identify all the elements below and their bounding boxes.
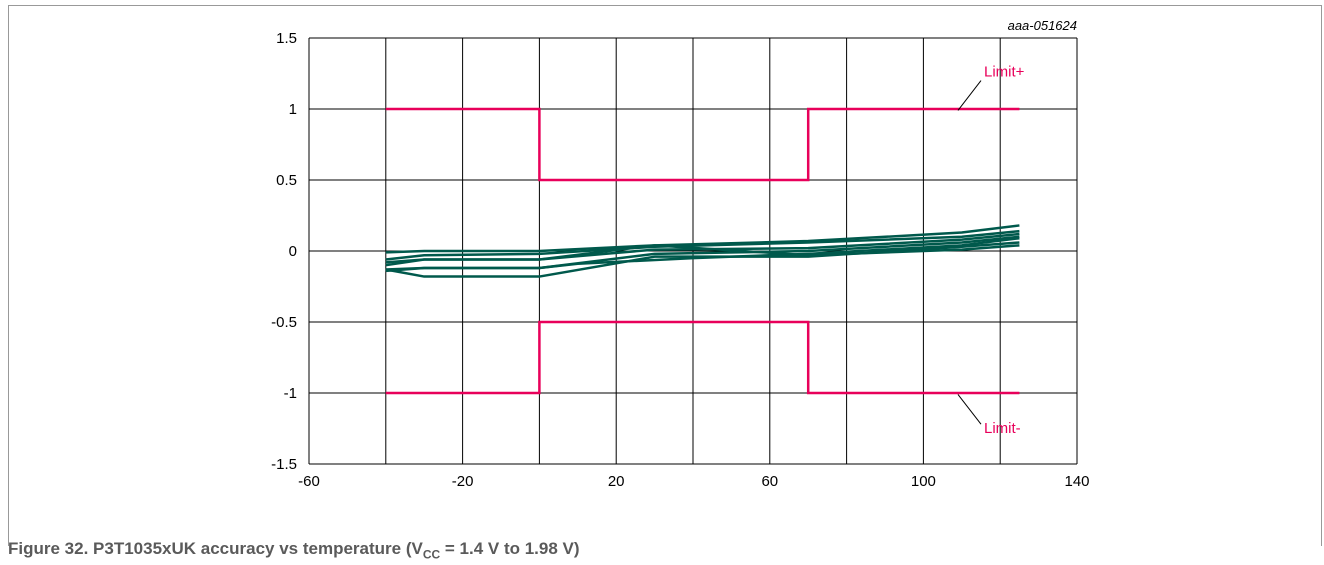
series-line xyxy=(385,241,1020,278)
limit-plus-leader xyxy=(957,80,982,111)
x-tick-label: 20 xyxy=(608,473,625,490)
limit-minus-label: Limit- xyxy=(984,420,1021,437)
series-line xyxy=(385,236,1020,273)
x-tick-label: -60 xyxy=(298,473,320,490)
limit-plus-label: Limit+ xyxy=(984,63,1025,80)
y-tick-label: -1.5 xyxy=(271,456,297,473)
data-series xyxy=(385,224,1020,278)
y-tick-label: 1.5 xyxy=(276,30,297,47)
x-tick-label: -20 xyxy=(452,473,474,490)
caption-prefix: Figure 32. P3T1035xUK accuracy vs temper… xyxy=(8,539,423,558)
figure-caption: Figure 32. P3T1035xUK accuracy vs temper… xyxy=(8,539,580,561)
y-tick-label: 0 xyxy=(289,243,297,260)
y-tick-label: -0.5 xyxy=(271,314,297,331)
series-line xyxy=(385,244,1020,264)
x-tick-label: 100 xyxy=(911,473,936,490)
caption-suffix: = 1.4 V to 1.98 V) xyxy=(440,539,580,558)
y-tick-label: 0.5 xyxy=(276,172,297,189)
limit-lines xyxy=(385,107,1020,395)
figure-frame xyxy=(8,5,1322,546)
x-tick-label: 140 xyxy=(1064,473,1089,490)
accuracy-chart: 1.5 1 0.5 0 -0.5 -1 -1.5-60 -20 20 60 100 140 Limit… xyxy=(271,18,1089,490)
limit-minus-leader xyxy=(957,394,982,425)
y-tick-label: 1 xyxy=(289,101,297,118)
x-tick-label: 60 xyxy=(761,473,778,490)
figure-code: aaa-051624 xyxy=(1008,18,1077,33)
annotations: Limit+ Limit- xyxy=(957,63,1025,437)
limit-line xyxy=(385,320,1020,395)
caption-subscript: CC xyxy=(422,547,441,562)
series-line xyxy=(385,229,1020,261)
tick-labels: 1.5 1 0.5 0 -0.5 -1 -1.5-60 -20 20 60 100 140 xyxy=(271,30,1089,490)
limit-line xyxy=(385,107,1020,182)
y-tick-label: -1 xyxy=(284,385,297,402)
